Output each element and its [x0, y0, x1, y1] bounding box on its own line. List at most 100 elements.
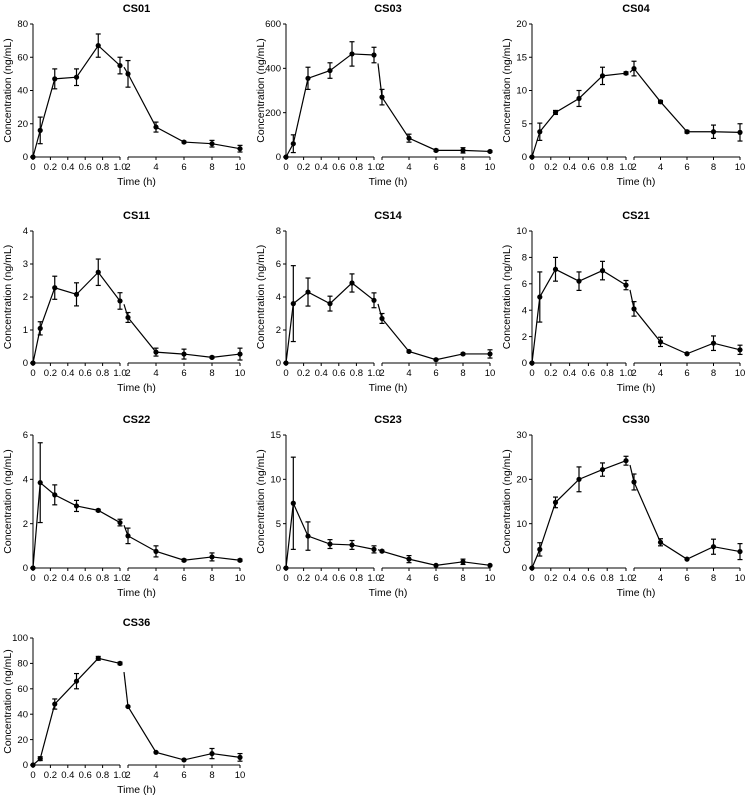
- data-point: [237, 557, 243, 563]
- x-tick-label: 10: [235, 573, 246, 584]
- series-line-late: [381, 318, 490, 361]
- series-line-early: [531, 268, 627, 364]
- x-tick-label: 0.4: [61, 162, 74, 173]
- data-point: [283, 154, 289, 160]
- data-point: [657, 339, 664, 345]
- y-tick-label: 10: [516, 519, 527, 530]
- x-tick-label: 10: [235, 368, 246, 379]
- data-point: [283, 565, 289, 571]
- data-point: [537, 129, 543, 135]
- x-tick-label: 6: [684, 573, 689, 584]
- series-line-late: [633, 68, 741, 133]
- x-tick-label: 0: [283, 573, 288, 584]
- y-tick-label: 80: [17, 19, 28, 30]
- x-tick-label: 2: [631, 368, 636, 379]
- panel-title: CS04: [622, 3, 650, 15]
- x-tick-label: 8: [209, 770, 214, 781]
- data-point: [529, 154, 535, 160]
- x-tick-label: 1.0: [367, 368, 380, 379]
- x-tick-label: 10: [485, 573, 496, 584]
- x-axis-label: Time (h): [369, 587, 408, 599]
- data-point: [599, 73, 606, 79]
- data-point: [623, 458, 629, 464]
- x-tick-label: 4: [658, 368, 663, 379]
- y-tick-label: 10: [516, 226, 527, 237]
- x-tick-label: 0.4: [563, 368, 576, 379]
- data-point: [623, 70, 629, 76]
- y-tick-label: 10: [516, 86, 527, 97]
- x-tick-label: 0.8: [601, 573, 614, 584]
- chart-panel-cs23: CS23 0 5 10 15 0 0.2 0.4 0.6 0.8 1.02 4 6 8 10 Time (h)…: [255, 414, 495, 599]
- x-tick-label: 2: [125, 770, 130, 781]
- x-axis-label: Time (h): [117, 784, 156, 796]
- y-tick-label: 6: [23, 430, 28, 441]
- x-tick-label: 8: [209, 573, 214, 584]
- x-tick-label: 0: [30, 162, 35, 173]
- series-line-late: [381, 96, 491, 153]
- x-tick-label: 0.4: [563, 162, 576, 173]
- data-point: [349, 280, 355, 286]
- x-tick-label: 2: [379, 573, 384, 584]
- data-point: [327, 301, 333, 307]
- y-tick-label: 30: [516, 430, 527, 441]
- x-axis-label: Time (h): [117, 587, 156, 599]
- y-tick-label: 4: [23, 226, 28, 237]
- y-tick-label: 15: [270, 430, 281, 441]
- data-point: [737, 347, 743, 353]
- y-tick-label: 0: [276, 563, 281, 574]
- data-point: [576, 476, 582, 482]
- y-axis-label: Concentration (ng/mL): [501, 38, 513, 142]
- x-tick-label: 0.4: [315, 368, 328, 379]
- series-line-break-stub: [377, 63, 383, 98]
- data-point: [153, 349, 159, 355]
- y-axis-label: Concentration (ng/mL): [501, 449, 513, 553]
- series-line-early: [531, 460, 627, 569]
- data-point: [290, 500, 296, 506]
- data-point: [552, 109, 559, 116]
- x-tick-label: 1.0: [113, 770, 126, 781]
- x-tick-label: 0.8: [601, 162, 614, 173]
- y-tick-label: 5: [522, 119, 527, 130]
- series-line-early: [285, 282, 375, 364]
- data-point: [73, 503, 80, 509]
- panel-title: CS14: [374, 210, 402, 222]
- data-point: [153, 124, 159, 130]
- x-tick-label: 4: [153, 573, 158, 584]
- data-point: [237, 146, 243, 152]
- x-tick-label: 4: [406, 162, 411, 173]
- y-axis-label: Concentration (ng/mL): [2, 245, 14, 349]
- y-tick-label: 1: [23, 325, 28, 336]
- y-tick-label: 20: [516, 475, 527, 486]
- x-tick-label: 2: [379, 368, 384, 379]
- x-tick-label: 6: [684, 162, 689, 173]
- series-line-break-stub: [629, 289, 635, 310]
- y-axis-label: Concentration (ng/mL): [2, 38, 14, 142]
- data-point: [684, 129, 690, 135]
- x-tick-label: 0.6: [582, 368, 595, 379]
- x-tick-label: 0: [30, 368, 35, 379]
- y-tick-label: 0: [522, 358, 527, 369]
- data-point: [125, 703, 131, 710]
- x-tick-label: 0.2: [44, 162, 57, 173]
- data-point: [37, 325, 43, 331]
- series-line-early: [32, 44, 121, 158]
- x-tick-label: 0.2: [544, 162, 557, 173]
- x-tick-label: 0.2: [44, 770, 57, 781]
- data-point: [537, 294, 543, 300]
- chart-panel-cs36: CS36 0 20 40 60 80 100 0 0.2 0.4 0.6 0.8 1.02 4 6 8 10 Ti…: [2, 617, 245, 796]
- x-tick-label: 1.0: [113, 368, 126, 379]
- chart-panel-cs30: CS30 0 10 20 30 0 0.2 0.4 0.6 0.8 1.02 4 6 8 10 Time (h…: [501, 414, 745, 599]
- y-tick-label: 80: [17, 659, 28, 670]
- x-tick-label: 4: [658, 573, 663, 584]
- x-tick-label: 0: [30, 770, 35, 781]
- panel-title: CS03: [374, 3, 402, 15]
- series-line-late: [127, 73, 241, 150]
- data-point: [117, 298, 123, 304]
- y-tick-label: 0: [23, 152, 28, 163]
- data-point: [460, 559, 466, 565]
- data-point: [153, 749, 159, 755]
- data-point: [576, 278, 582, 284]
- series-line-early: [285, 501, 375, 569]
- data-point: [237, 754, 243, 760]
- x-tick-label: 4: [153, 368, 158, 379]
